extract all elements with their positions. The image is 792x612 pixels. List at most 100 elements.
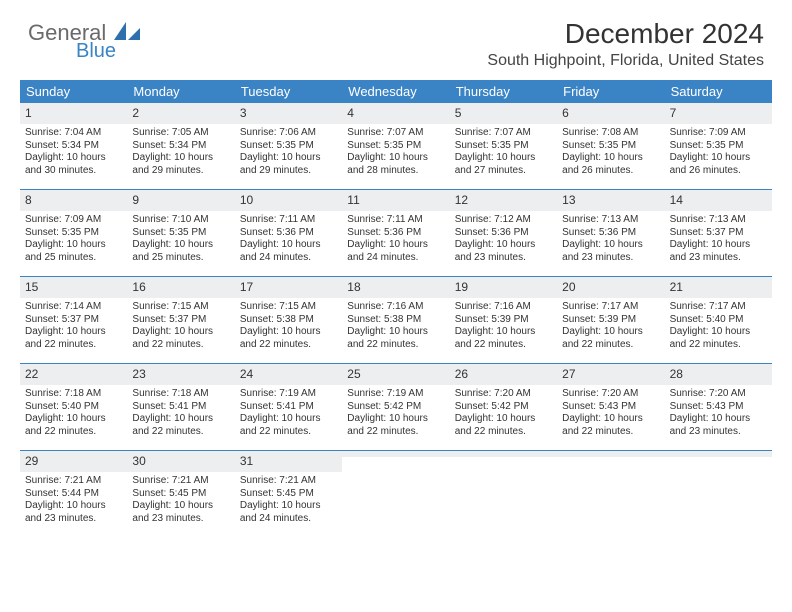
sunrise-line: Sunrise: 7:16 AM <box>347 301 445 314</box>
sunset-line: Sunset: 5:41 PM <box>132 401 230 414</box>
calendar-cell: 23Sunrise: 7:18 AMSunset: 5:41 PMDayligh… <box>127 364 234 450</box>
cell-body: Sunrise: 7:13 AMSunset: 5:37 PMDaylight:… <box>665 211 772 268</box>
brand-blue: Blue <box>76 40 116 63</box>
sunrise-line: Sunrise: 7:18 AM <box>132 388 230 401</box>
sunrise-line: Sunrise: 7:10 AM <box>132 214 230 227</box>
sunrise-line: Sunrise: 7:04 AM <box>25 127 123 140</box>
cell-body: Sunrise: 7:10 AMSunset: 5:35 PMDaylight:… <box>127 211 234 268</box>
cell-body: Sunrise: 7:13 AMSunset: 5:36 PMDaylight:… <box>557 211 664 268</box>
calendar-cell <box>450 451 557 537</box>
sunset-line: Sunset: 5:35 PM <box>670 140 768 153</box>
calendar-cell: 24Sunrise: 7:19 AMSunset: 5:41 PMDayligh… <box>235 364 342 450</box>
calendar-cell: 10Sunrise: 7:11 AMSunset: 5:36 PMDayligh… <box>235 190 342 276</box>
sunset-line: Sunset: 5:36 PM <box>455 227 553 240</box>
cell-body <box>450 457 557 517</box>
cell-body: Sunrise: 7:20 AMSunset: 5:42 PMDaylight:… <box>450 385 557 442</box>
sunrise-line: Sunrise: 7:13 AM <box>670 214 768 227</box>
sunset-line: Sunset: 5:43 PM <box>562 401 660 414</box>
daylight-line: Daylight: 10 hours and 25 minutes. <box>132 239 230 264</box>
sunset-line: Sunset: 5:38 PM <box>347 314 445 327</box>
daylight-line: Daylight: 10 hours and 22 minutes. <box>132 326 230 351</box>
sunset-line: Sunset: 5:35 PM <box>240 140 338 153</box>
daylight-line: Daylight: 10 hours and 23 minutes. <box>670 413 768 438</box>
daylight-line: Daylight: 10 hours and 23 minutes. <box>670 239 768 264</box>
sunrise-line: Sunrise: 7:21 AM <box>132 475 230 488</box>
day-number: 21 <box>665 277 772 298</box>
daylight-line: Daylight: 10 hours and 22 minutes. <box>240 326 338 351</box>
calendar-cell: 2Sunrise: 7:05 AMSunset: 5:34 PMDaylight… <box>127 103 234 189</box>
sunrise-line: Sunrise: 7:17 AM <box>670 301 768 314</box>
calendar-cell: 17 Sunrise: 7:15 AMSunset: 5:38 PMDayligh… <box>235 277 342 363</box>
sunrise-line: Sunrise: 7:20 AM <box>670 388 768 401</box>
calendar-cell: 3Sunrise: 7:06 AMSunset: 5:35 PMDaylight… <box>235 103 342 189</box>
daylight-line: Daylight: 10 hours and 23 minutes. <box>562 239 660 264</box>
daylight-line: Daylight: 10 hours and 22 minutes. <box>562 326 660 351</box>
sunrise-line: Sunrise: 7:15 AM <box>240 301 338 314</box>
calendar-cell: 19Sunrise: 7:16 AMSunset: 5:39 PMDayligh… <box>450 277 557 363</box>
day-number: 10 <box>235 190 342 211</box>
calendar-cell <box>557 451 664 537</box>
day-number: 26 <box>450 364 557 385</box>
daylight-line: Daylight: 10 hours and 29 minutes. <box>132 152 230 177</box>
cell-body: Sunrise: 7:21 AMSunset: 5:45 PMDaylight:… <box>235 472 342 529</box>
dayhead-thursday: Thursday <box>450 80 557 103</box>
cell-body: Sunrise: 7:18 AMSunset: 5:41 PMDaylight:… <box>127 385 234 442</box>
cell-body: Sunrise: 7:16 AMSunset: 5:39 PMDaylight:… <box>450 298 557 355</box>
cell-body <box>665 457 772 517</box>
calendar-cell: 29Sunrise: 7:21 AMSunset: 5:44 PMDayligh… <box>20 451 127 537</box>
calendar-cell: 18Sunrise: 7:16 AMSunset: 5:38 PMDayligh… <box>342 277 449 363</box>
day-number: 19 <box>450 277 557 298</box>
calendar-cell: 20Sunrise: 7:17 AMSunset: 5:39 PMDayligh… <box>557 277 664 363</box>
daylight-line: Daylight: 10 hours and 22 minutes. <box>455 413 553 438</box>
cell-body: Sunrise: 7:07 AMSunset: 5:35 PMDaylight:… <box>342 124 449 181</box>
calendar-cell: 30Sunrise: 7:21 AMSunset: 5:45 PMDayligh… <box>127 451 234 537</box>
dayhead-monday: Monday <box>127 80 234 103</box>
day-number: 23 <box>127 364 234 385</box>
daylight-line: Daylight: 10 hours and 22 minutes. <box>25 326 123 351</box>
calendar-cell: 8Sunrise: 7:09 AMSunset: 5:35 PMDaylight… <box>20 190 127 276</box>
sunset-line: Sunset: 5:36 PM <box>240 227 338 240</box>
day-number: 27 <box>557 364 664 385</box>
sunset-line: Sunset: 5:36 PM <box>562 227 660 240</box>
dayhead-saturday: Saturday <box>665 80 772 103</box>
sunset-line: Sunset: 5:44 PM <box>25 488 123 501</box>
sunset-line: Sunset: 5:40 PM <box>670 314 768 327</box>
sunset-line: Sunset: 5:42 PM <box>455 401 553 414</box>
sunrise-line: Sunrise: 7:05 AM <box>132 127 230 140</box>
cell-body: Sunrise: 7:15 AMSunset: 5:37 PMDaylight:… <box>127 298 234 355</box>
sunrise-line: Sunrise: 7:21 AM <box>240 475 338 488</box>
cell-body: Sunrise: 7:21 AMSunset: 5:45 PMDaylight:… <box>127 472 234 529</box>
day-number: 8 <box>20 190 127 211</box>
cell-body: Sunrise: 7:08 AMSunset: 5:35 PMDaylight:… <box>557 124 664 181</box>
day-number: 24 <box>235 364 342 385</box>
cell-body: Sunrise: 7:17 AMSunset: 5:40 PMDaylight:… <box>665 298 772 355</box>
day-number: 14 <box>665 190 772 211</box>
logo: General Blue <box>28 18 148 64</box>
sunrise-line: Sunrise: 7:15 AM <box>132 301 230 314</box>
dayhead-tuesday: Tuesday <box>235 80 342 103</box>
sunset-line: Sunset: 5:37 PM <box>670 227 768 240</box>
cell-body: Sunrise: 7:11 AMSunset: 5:36 PMDaylight:… <box>342 211 449 268</box>
day-number: 20 <box>557 277 664 298</box>
sunrise-line: Sunrise: 7:13 AM <box>562 214 660 227</box>
calendar-cell: 9Sunrise: 7:10 AMSunset: 5:35 PMDaylight… <box>127 190 234 276</box>
cell-body: Sunrise: 7:19 AMSunset: 5:41 PMDaylight:… <box>235 385 342 442</box>
calendar-header-row: Sunday Monday Tuesday Wednesday Thursday… <box>20 80 772 103</box>
daylight-line: Daylight: 10 hours and 22 minutes. <box>562 413 660 438</box>
calendar-cell: 15Sunrise: 7:14 AMSunset: 5:37 PMDayligh… <box>20 277 127 363</box>
cell-body: Sunrise: 7:12 AMSunset: 5:36 PMDaylight:… <box>450 211 557 268</box>
day-number: 13 <box>557 190 664 211</box>
daylight-line: Daylight: 10 hours and 22 minutes. <box>455 326 553 351</box>
sunset-line: Sunset: 5:38 PM <box>240 314 338 327</box>
sunset-line: Sunset: 5:45 PM <box>240 488 338 501</box>
calendar-cell: 12Sunrise: 7:12 AMSunset: 5:36 PMDayligh… <box>450 190 557 276</box>
daylight-line: Daylight: 10 hours and 28 minutes. <box>347 152 445 177</box>
day-number: 31 <box>235 451 342 472</box>
sunset-line: Sunset: 5:35 PM <box>132 227 230 240</box>
daylight-line: Daylight: 10 hours and 27 minutes. <box>455 152 553 177</box>
sunset-line: Sunset: 5:35 PM <box>25 227 123 240</box>
day-number: 2 <box>127 103 234 124</box>
sunset-line: Sunset: 5:35 PM <box>347 140 445 153</box>
day-number: 17 <box>235 277 342 298</box>
calendar-week: 15Sunrise: 7:14 AMSunset: 5:37 PMDayligh… <box>20 277 772 364</box>
